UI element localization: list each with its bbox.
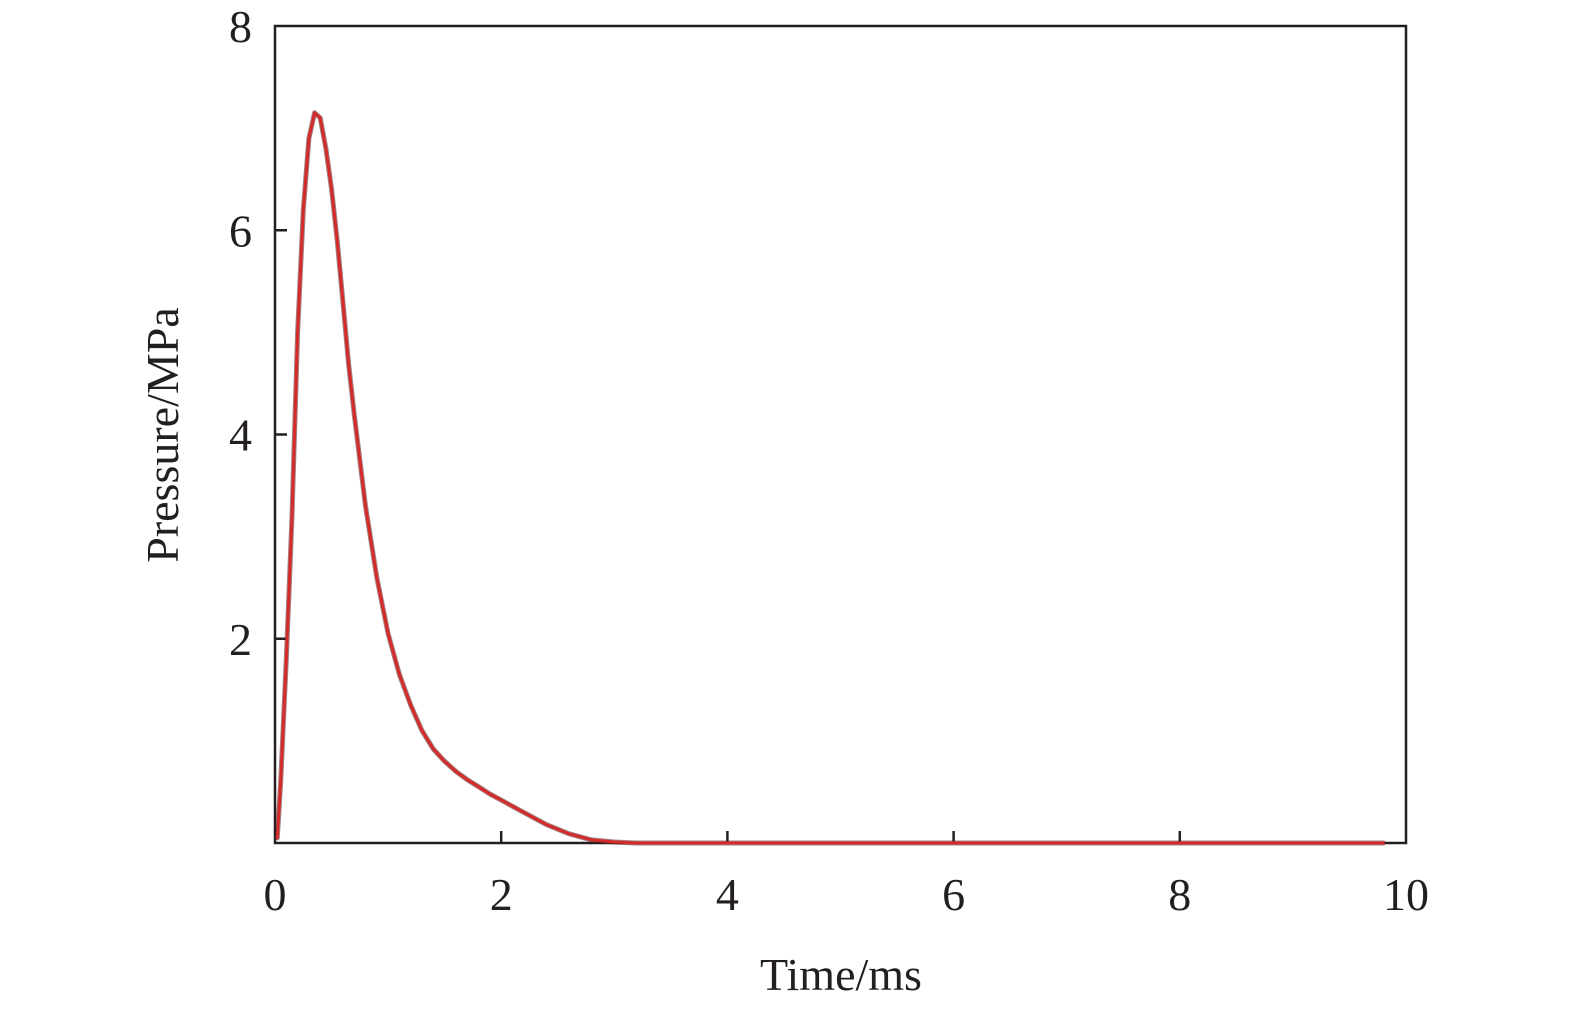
series-lines xyxy=(274,110,1386,846)
x-tick-label: 10 xyxy=(1383,869,1429,920)
x-axis-title: Time/ms xyxy=(760,949,922,1000)
y-tick-label: 2 xyxy=(229,614,252,665)
y-tick-label: 8 xyxy=(229,1,252,52)
x-tick-label: 0 xyxy=(264,869,287,920)
plot-area-border xyxy=(273,24,1408,845)
y-tick-label: 4 xyxy=(229,410,252,461)
x-tick-label: 2 xyxy=(490,869,513,920)
plot-frame xyxy=(273,24,1408,845)
y-axis-title: Pressure/MPa xyxy=(137,307,188,563)
y-tick-label: 6 xyxy=(229,205,252,256)
axis-ticks xyxy=(275,229,1182,843)
series-line-shadow xyxy=(274,110,1386,846)
tick-labels: 0 2 4 6 8 10 2 4 6 8 xyxy=(229,1,1429,920)
x-tick-label: 8 xyxy=(1168,869,1191,920)
x-tick-label: 6 xyxy=(942,869,965,920)
x-tick-label: 4 xyxy=(716,869,739,920)
series-line xyxy=(275,111,1385,845)
